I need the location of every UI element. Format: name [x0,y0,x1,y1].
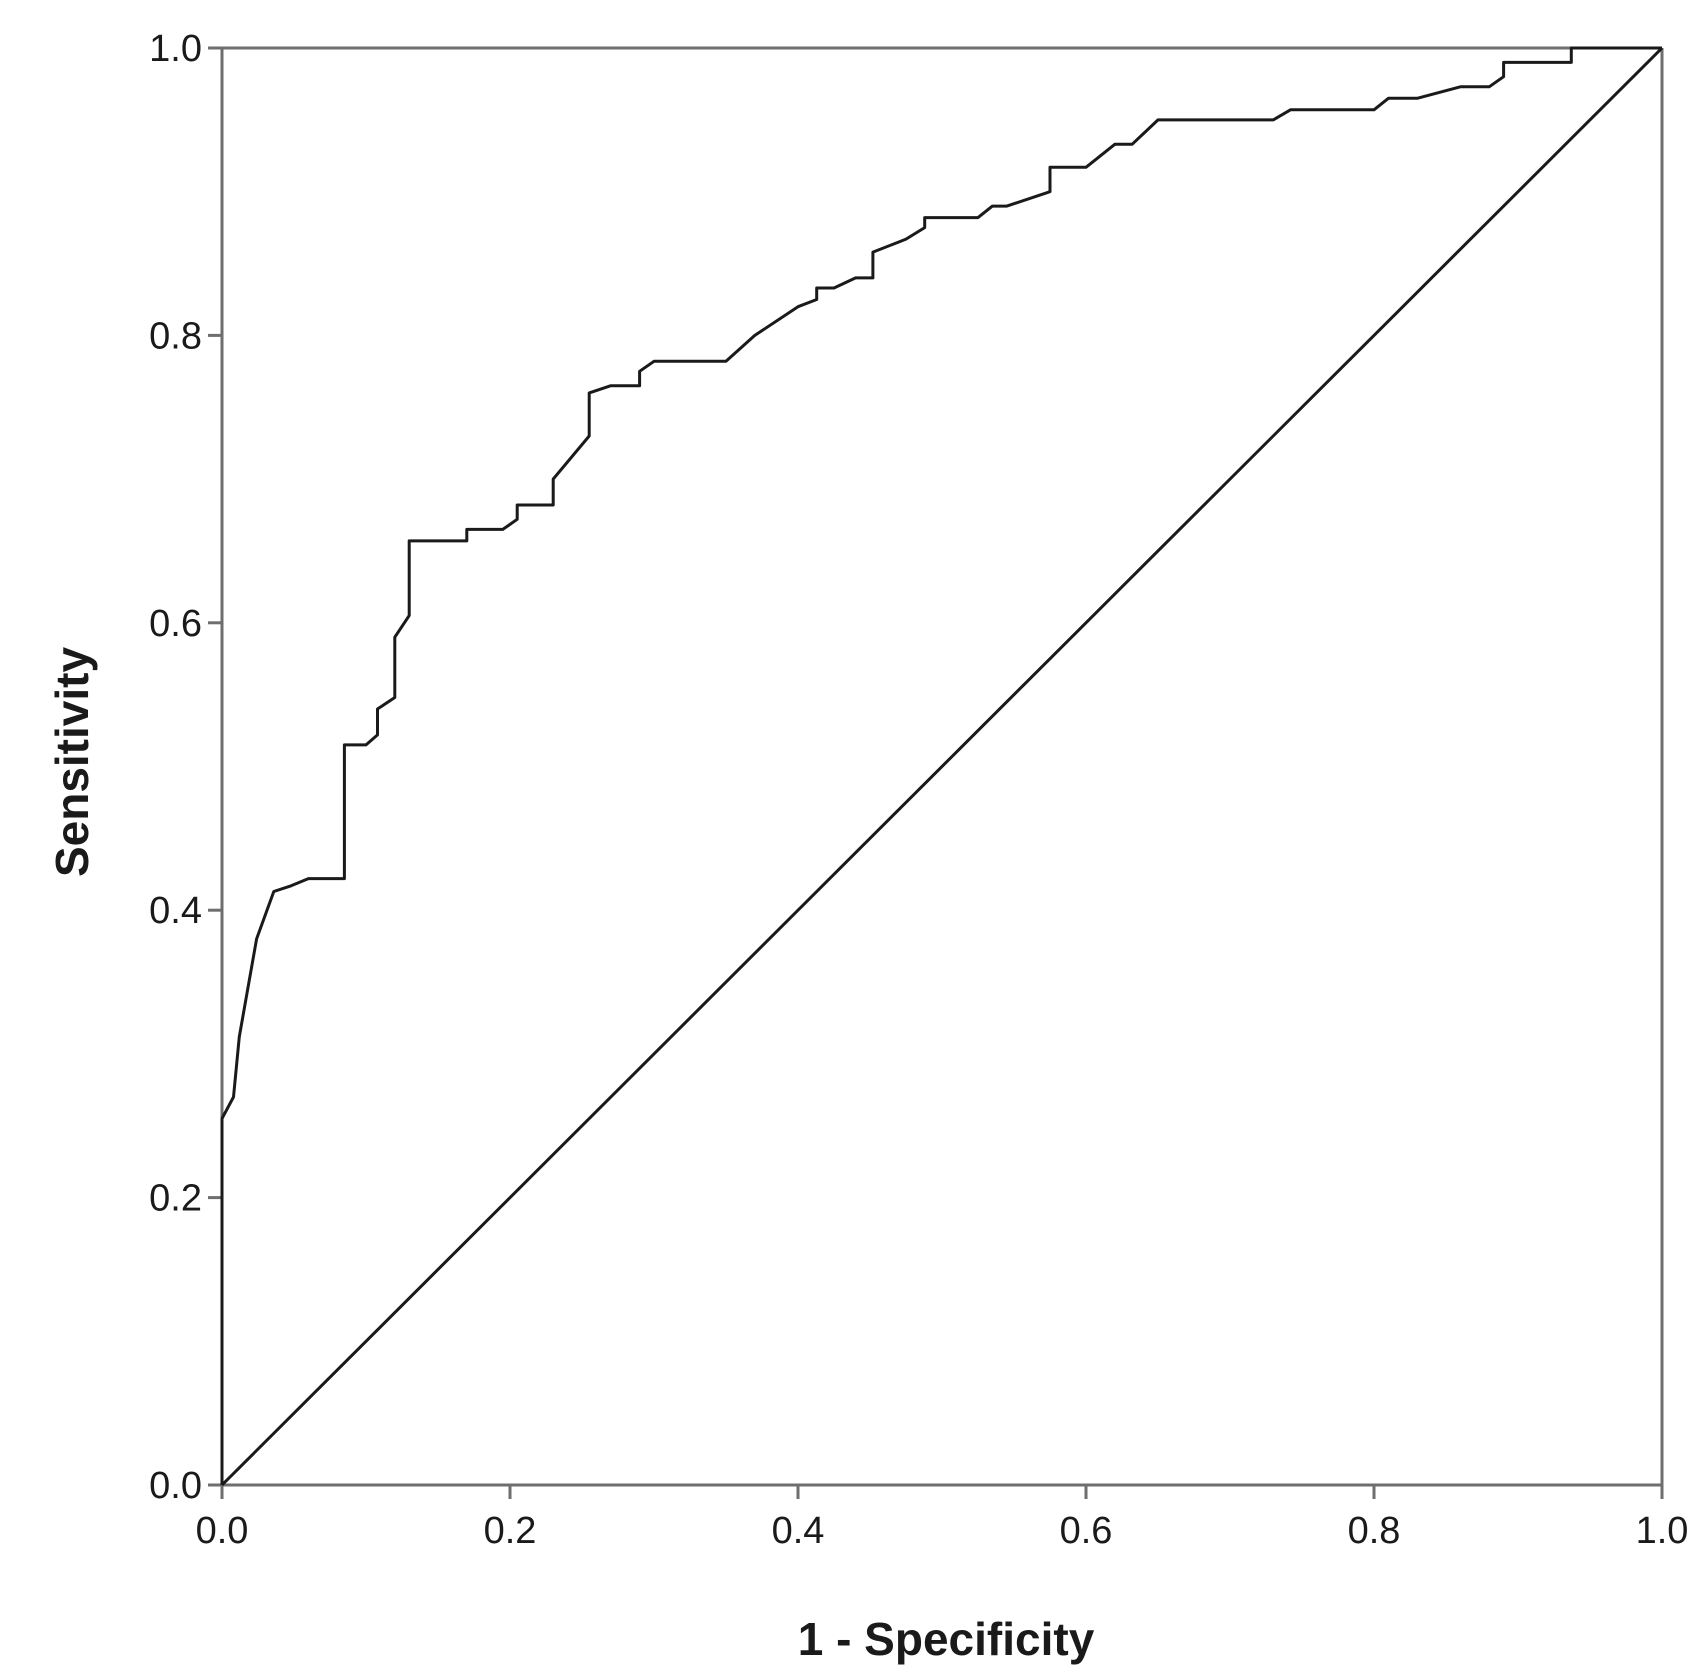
y-tick-label: 0.4 [149,890,202,932]
y-tick-label: 0.0 [149,1465,202,1507]
y-tick-label: 1.0 [149,28,202,70]
y-tick-label: 0.6 [149,603,202,645]
y-axis-ticks: 0.0 0.2 0.4 0.6 0.8 1.0 [149,28,222,1507]
roc-curve-line [220,46,1662,1485]
x-tick-label: 0.0 [196,1510,249,1552]
reference-diagonal-line [220,46,1664,1487]
series-layer [220,46,1664,1487]
x-axis-ticks: 0.0 0.2 0.4 0.6 0.8 1.0 [196,1485,1689,1552]
x-tick-label: 0.6 [1060,1510,1113,1552]
y-tick-label: 0.2 [149,1178,202,1220]
x-tick-label: 0.4 [772,1510,825,1552]
y-axis-title: Sensitivity [46,647,98,878]
x-tick-label: 1.0 [1636,1510,1689,1552]
x-axis-title: 1 - Specificity [798,1613,1095,1665]
y-tick-label: 0.8 [149,315,202,357]
x-tick-label: 0.2 [484,1510,537,1552]
x-tick-label: 0.8 [1348,1510,1401,1552]
